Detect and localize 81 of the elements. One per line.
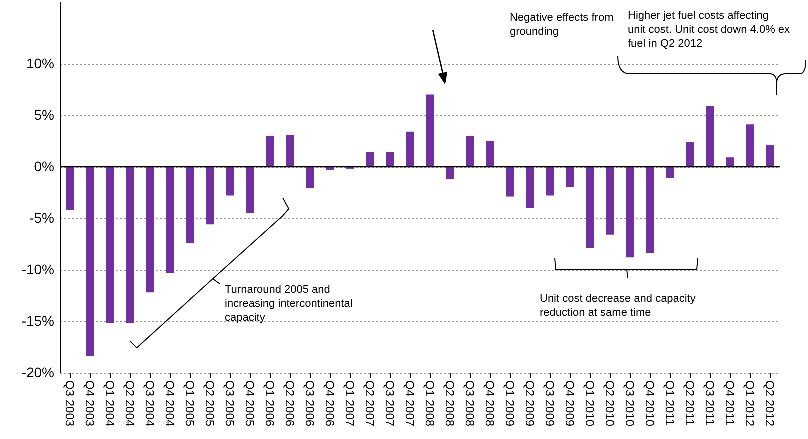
bar bbox=[286, 134, 294, 167]
y-tick-label: 10% bbox=[26, 55, 54, 72]
x-tick-label: Q3 2011 bbox=[703, 380, 717, 426]
bar bbox=[506, 166, 514, 197]
bar bbox=[226, 166, 234, 196]
x-tick-label: Q4 2003 bbox=[83, 380, 97, 427]
annotation: Unit cost decrease and capacity reduction at same time bbox=[540, 293, 696, 319]
y-tick-label: 5% bbox=[34, 106, 54, 123]
annotation: Negative effects from grounding bbox=[510, 12, 614, 38]
x-tick-label: Q1 2009 bbox=[503, 380, 517, 427]
x-tick-label: Q4 2008 bbox=[483, 380, 497, 427]
x-tick-label: Q3 2006 bbox=[303, 380, 317, 427]
bar bbox=[66, 166, 74, 210]
bar bbox=[406, 132, 414, 167]
y-tick-label: -5% bbox=[30, 210, 54, 226]
x-tick-label: Q4 2009 bbox=[563, 380, 577, 427]
bar bbox=[386, 152, 394, 167]
x-tick-label: Q2 2004 bbox=[123, 380, 137, 427]
bar bbox=[426, 94, 434, 167]
x-tick-label: Q2 2011 bbox=[683, 380, 697, 426]
x-tick-label: Q3 2009 bbox=[543, 380, 557, 427]
bar bbox=[86, 166, 94, 357]
bar bbox=[306, 166, 314, 189]
x-tick-label: Q2 2009 bbox=[523, 380, 537, 427]
x-tick-label: Q2 2005 bbox=[203, 380, 217, 427]
x-tick-label: Q3 2007 bbox=[383, 380, 397, 427]
x-tick-label: Q3 2010 bbox=[623, 380, 637, 427]
x-tick-label: Q3 2008 bbox=[463, 380, 477, 427]
bar bbox=[106, 166, 114, 324]
bar bbox=[686, 142, 694, 167]
x-tick-label: Q4 2004 bbox=[163, 380, 177, 427]
bar bbox=[206, 166, 214, 225]
bar bbox=[166, 166, 174, 274]
bar bbox=[706, 106, 714, 167]
annotation: Turnaround 2005 and increasing intercontinental capacity bbox=[225, 284, 353, 324]
x-tick-label: Q4 2010 bbox=[643, 380, 657, 427]
x-tick-label: Q1 2005 bbox=[183, 380, 197, 427]
bar bbox=[126, 166, 134, 324]
x-tick-label: Q4 2011 bbox=[723, 380, 737, 426]
bar bbox=[246, 166, 254, 214]
x-tick-label: Q3 2004 bbox=[143, 380, 157, 427]
x-tick-label: Q1 2007 bbox=[343, 380, 357, 427]
bar bbox=[266, 136, 274, 167]
x-tick-label: Q2 2008 bbox=[443, 380, 457, 427]
bar bbox=[366, 152, 374, 167]
bar bbox=[666, 166, 674, 178]
bar bbox=[726, 158, 734, 167]
y-tick-label: 0% bbox=[34, 158, 54, 174]
x-tick-label: Q2 2007 bbox=[363, 380, 377, 427]
x-tick-label: Q3 2003 bbox=[63, 380, 77, 427]
bar bbox=[446, 166, 454, 180]
x-tick-label: Q2 2006 bbox=[283, 380, 297, 427]
x-tick-label: Q1 2004 bbox=[103, 380, 117, 427]
x-tick-label: Q1 2006 bbox=[263, 380, 277, 427]
x-tick-label: Q1 2008 bbox=[423, 380, 437, 427]
bar bbox=[186, 166, 194, 244]
bar bbox=[746, 124, 754, 167]
x-tick-label: Q1 2012 bbox=[743, 380, 757, 427]
x-tick-label: Q2 2010 bbox=[603, 380, 617, 427]
bar bbox=[486, 141, 494, 167]
y-tick-label: -20% bbox=[22, 364, 54, 380]
annotation: Higher jet fuel costs affecting unit cost. Unit cost down 4.0% ex fuel in Q2 2012 bbox=[628, 10, 791, 50]
bar bbox=[606, 166, 614, 235]
y-tick-label: -10% bbox=[22, 261, 54, 278]
bar bbox=[646, 166, 654, 254]
x-tick-label: Q3 2005 bbox=[223, 380, 237, 427]
bar bbox=[526, 166, 534, 208]
x-tick-label: Q1 2010 bbox=[583, 380, 597, 427]
bar bbox=[766, 145, 774, 167]
y-tick-label: -15% bbox=[22, 312, 54, 329]
bar bbox=[546, 166, 554, 196]
x-tick-label: Q4 2007 bbox=[403, 380, 417, 427]
x-tick-label: Q1 2011 bbox=[663, 380, 677, 426]
bar bbox=[146, 166, 154, 293]
bar bbox=[466, 136, 474, 167]
bar bbox=[626, 166, 634, 258]
bar bbox=[586, 166, 594, 248]
x-tick-label: Q2 2012 bbox=[763, 380, 777, 427]
bar bbox=[566, 166, 574, 188]
x-tick-label: Q4 2006 bbox=[323, 380, 337, 427]
x-tick-label: Q4 2005 bbox=[243, 380, 257, 427]
